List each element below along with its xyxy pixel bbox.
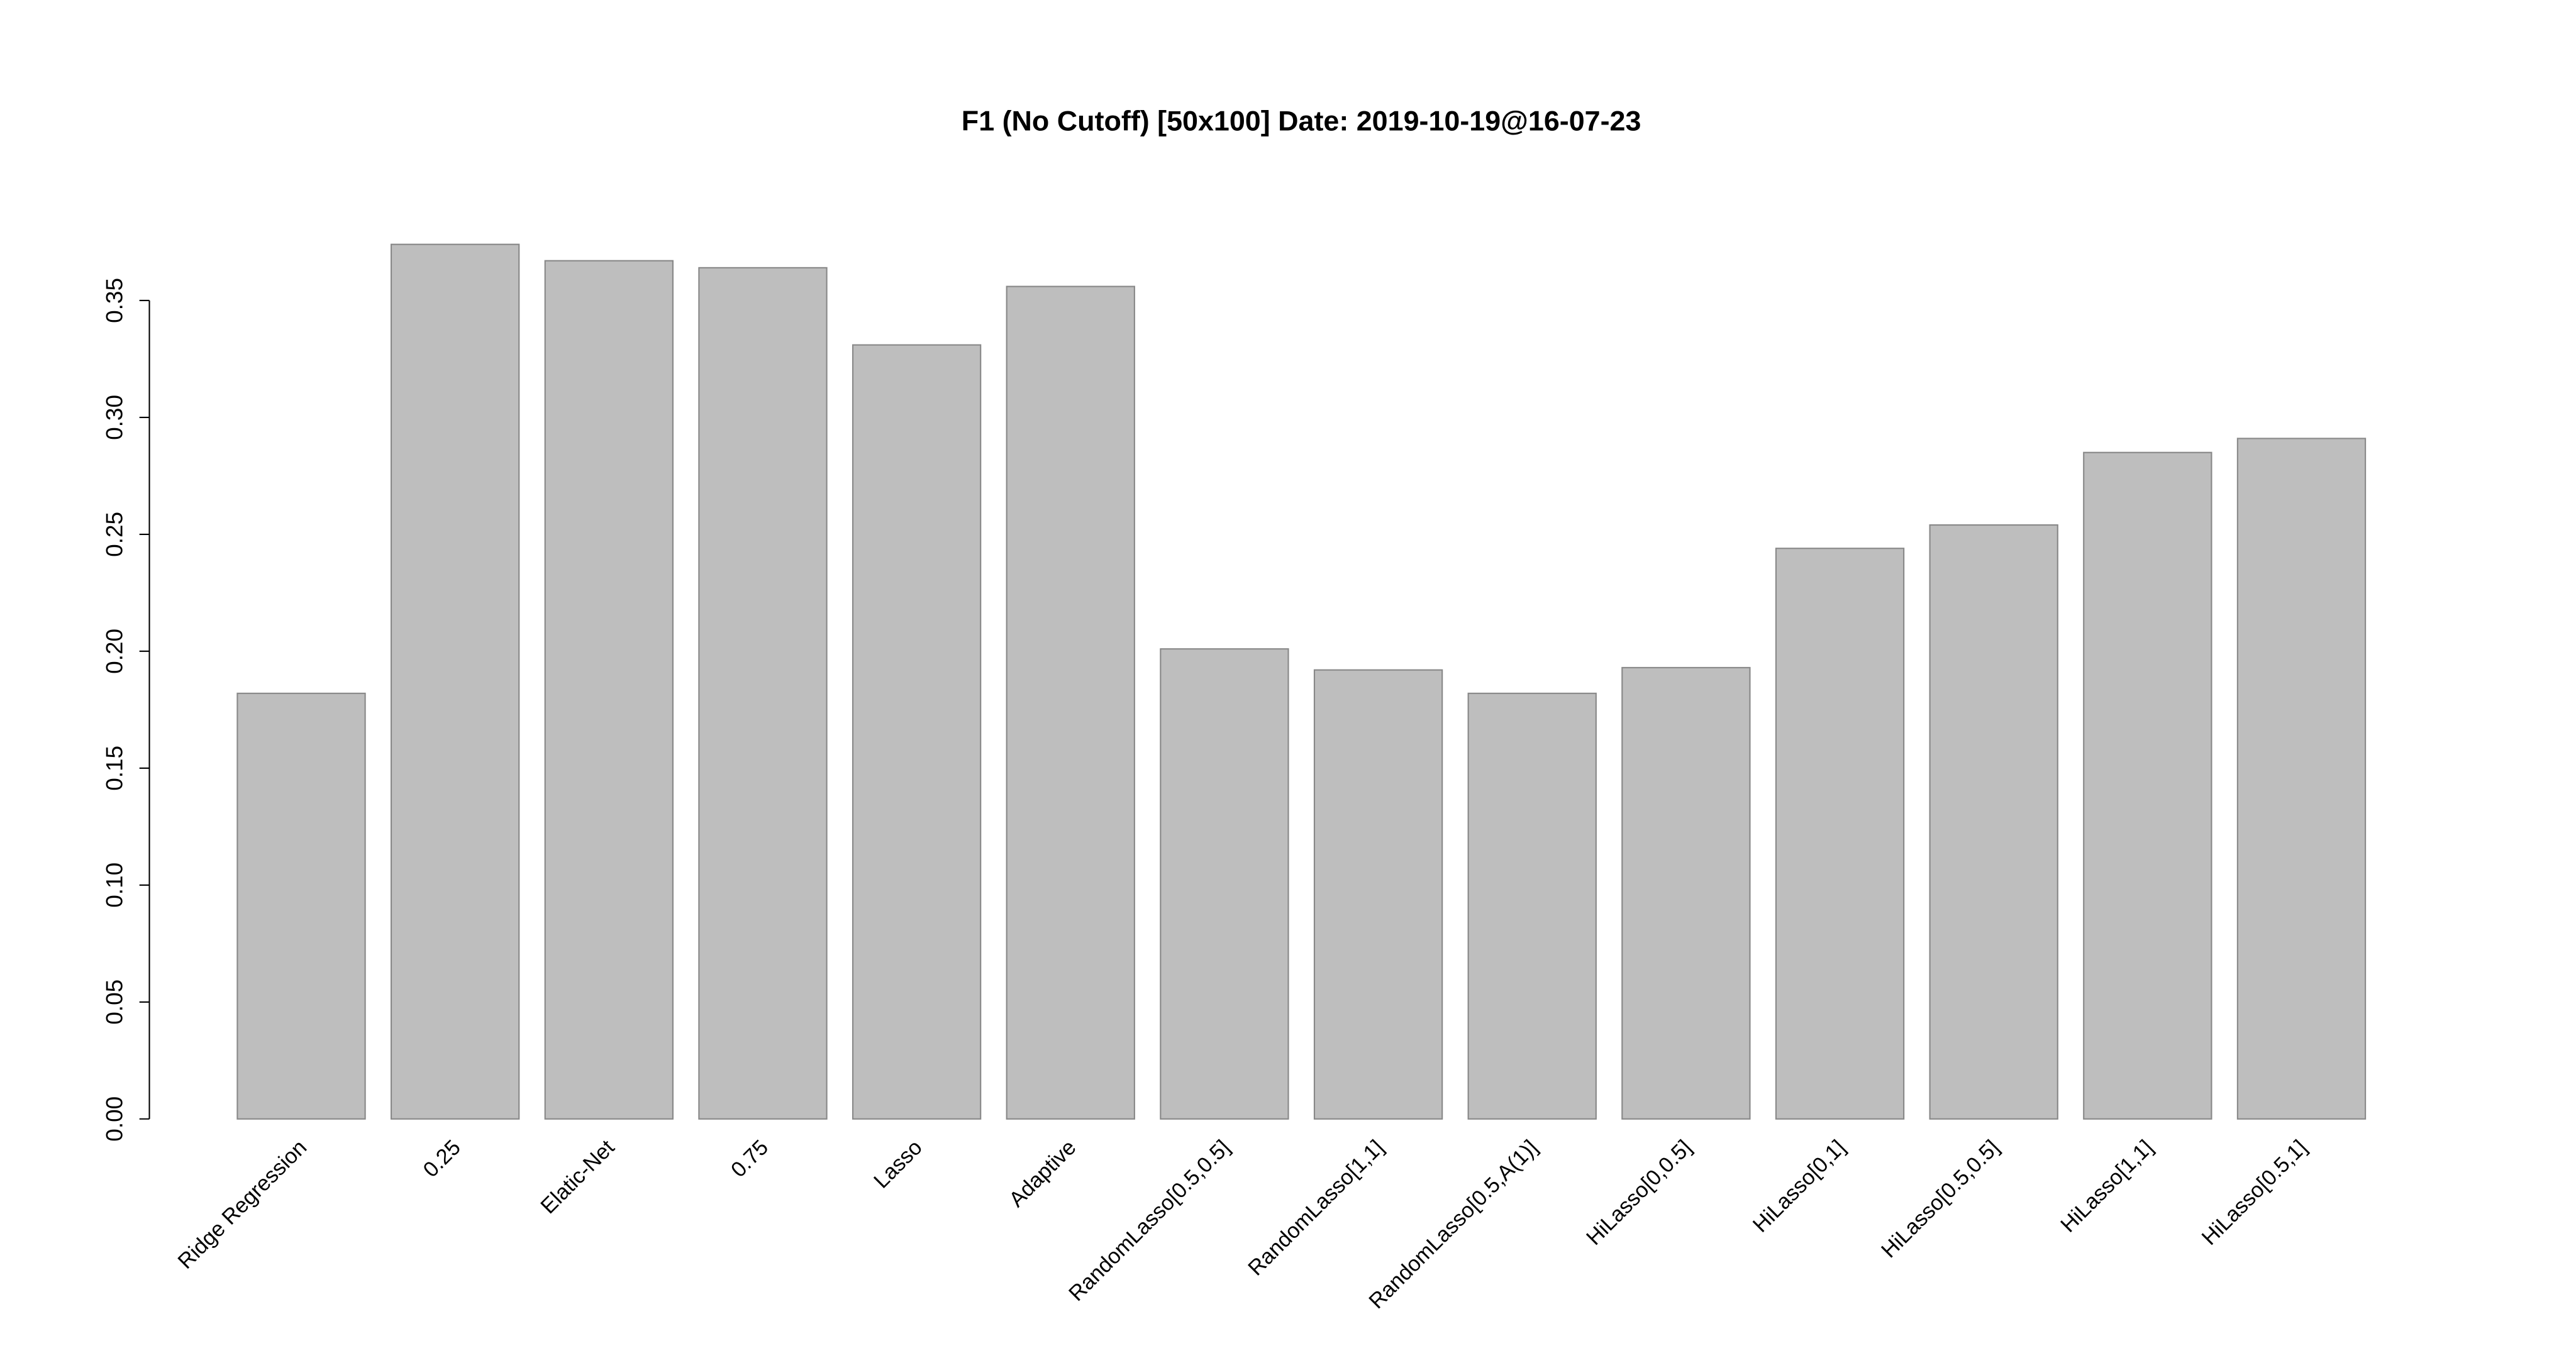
bar xyxy=(1775,548,1905,1120)
bar xyxy=(1160,648,1289,1120)
bar xyxy=(2083,451,2212,1120)
bar xyxy=(236,692,366,1120)
bar xyxy=(544,260,674,1120)
y-tick-label: 0.25 xyxy=(102,512,128,557)
chart-title: F1 (No Cutoff) [50x100] Date: 2019-10-19… xyxy=(962,104,1641,136)
y-tick-label: 0.30 xyxy=(102,395,128,440)
bar xyxy=(1006,285,1135,1120)
y-tick-label: 0.35 xyxy=(102,278,128,323)
y-tick-label: 0.15 xyxy=(102,746,128,791)
bar xyxy=(852,344,982,1120)
bar xyxy=(698,267,828,1120)
bar xyxy=(1313,669,1443,1120)
bar xyxy=(390,243,520,1120)
y-tick-label: 0.00 xyxy=(102,1096,128,1142)
y-tick-label: 0.20 xyxy=(102,629,128,674)
bar xyxy=(1929,524,2058,1120)
bar xyxy=(1621,666,1751,1120)
bar xyxy=(1467,692,1597,1120)
y-tick-label: 0.10 xyxy=(102,863,128,908)
y-tick-label: 0.05 xyxy=(102,980,128,1025)
bar xyxy=(2236,438,2367,1120)
